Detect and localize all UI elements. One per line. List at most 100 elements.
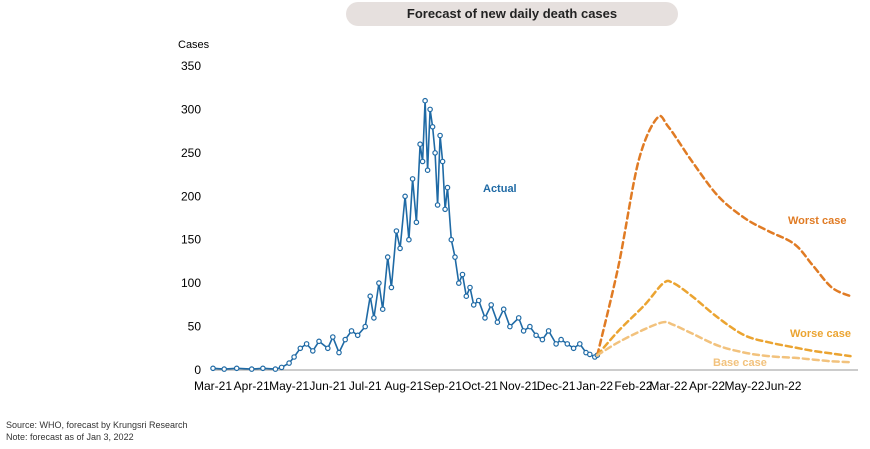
- data-point: [309, 348, 316, 354]
- x-tick-label: May-22: [724, 379, 764, 393]
- data-point: [444, 184, 451, 191]
- data-point: [533, 332, 539, 339]
- data-point: [570, 345, 577, 352]
- data-point: [419, 158, 426, 165]
- x-tick-label: May-21: [269, 379, 309, 393]
- data-point: [371, 315, 377, 321]
- data-point: [354, 332, 361, 339]
- data-point: [379, 306, 386, 313]
- source-note: Source: WHO, forecast by Krungsri Resear…: [6, 420, 188, 430]
- data-point: [500, 306, 507, 313]
- data-point: [406, 236, 412, 243]
- data-point: [475, 297, 482, 304]
- series-label: Actual: [483, 183, 517, 195]
- data-point: [221, 366, 228, 372]
- data-point: [429, 124, 436, 130]
- series-label: Worse case: [790, 328, 851, 340]
- x-tick-label: Apr-22: [689, 379, 725, 393]
- y-axis: Cases 0 50 100 150 200 250 300 350: [178, 39, 210, 377]
- x-tick-label: Apr-21: [234, 379, 270, 393]
- data-point: [397, 245, 403, 252]
- y-tick-label: 300: [181, 102, 201, 116]
- data-point: [348, 328, 355, 334]
- data-point: [316, 338, 322, 345]
- data-point: [455, 280, 462, 286]
- series-label: Base case: [713, 357, 767, 369]
- data-point: [432, 150, 438, 156]
- data-point: [467, 284, 473, 291]
- data-point: [470, 302, 477, 308]
- data-point: [362, 323, 369, 330]
- data-point: [388, 284, 395, 291]
- data-point: [507, 323, 513, 330]
- data-point: [248, 366, 255, 372]
- data-point: [402, 193, 408, 200]
- data-point: [448, 236, 455, 243]
- data-point: [515, 315, 522, 321]
- data-point: [558, 336, 564, 343]
- data-point: [452, 254, 458, 260]
- data-point: [417, 141, 423, 148]
- x-tick-label: Mar-21: [194, 379, 232, 393]
- data-point: [260, 365, 266, 372]
- series-line-2: [596, 279, 852, 358]
- x-tick-label: Jun-22: [765, 379, 802, 393]
- data-point: [324, 345, 331, 352]
- data-point: [272, 366, 279, 372]
- data-point: [545, 328, 552, 334]
- data-point: [434, 202, 441, 208]
- x-tick-label: Jan-22: [576, 379, 613, 393]
- y-tick-label: 150: [181, 233, 201, 247]
- y-tick-label: 100: [181, 276, 201, 290]
- data-point: [413, 219, 420, 226]
- data-point: [329, 334, 336, 340]
- x-tick-label: Sep-21: [423, 379, 462, 393]
- data-point: [384, 254, 391, 260]
- data-point: [539, 336, 546, 343]
- data-point: [233, 365, 240, 372]
- x-tick-label: Dec-21: [537, 379, 576, 393]
- data-point: [210, 365, 216, 372]
- data-point: [564, 341, 571, 347]
- data-point: [527, 323, 533, 330]
- y-tick-label: 50: [188, 320, 202, 334]
- y-axis-title: Cases: [178, 39, 210, 51]
- data-point: [576, 341, 583, 347]
- series-label: Worst case: [788, 215, 847, 227]
- data-point: [336, 349, 342, 356]
- chart-title: Forecast of new daily death cases: [346, 2, 678, 26]
- x-tick-label: Aug-21: [385, 379, 424, 393]
- x-tick-label: Jul-21: [349, 379, 382, 393]
- y-tick-label: 0: [194, 363, 201, 377]
- series-lines: [210, 97, 852, 372]
- series-line-0: [212, 100, 598, 370]
- data-point: [553, 341, 559, 347]
- data-point: [427, 106, 433, 113]
- data-point: [367, 293, 374, 300]
- data-point: [442, 206, 448, 213]
- data-point: [286, 360, 292, 366]
- data-point: [463, 293, 470, 300]
- series-line-3: [596, 320, 852, 364]
- series-labels: Actual Worst case Worse case Base case: [483, 183, 851, 369]
- x-tick-label: Mar-22: [649, 379, 687, 393]
- y-tick-label: 250: [181, 146, 201, 160]
- forecast-note: Note: forecast as of Jan 3, 2022: [6, 432, 134, 442]
- data-point: [409, 176, 416, 182]
- data-point: [488, 302, 495, 308]
- data-point: [422, 97, 428, 104]
- data-point: [586, 351, 593, 358]
- data-point: [482, 315, 488, 321]
- data-point: [342, 336, 349, 343]
- x-tick-label: Oct-21: [462, 379, 498, 393]
- data-point: [376, 280, 382, 286]
- data-point: [494, 319, 501, 326]
- y-tick-label: 350: [181, 59, 201, 73]
- x-tick-label: Nov-21: [499, 379, 538, 393]
- x-axis: Mar-21 Apr-21 May-21 Jun-21 Jul-21 Aug-21 Sep-…: [194, 369, 858, 393]
- data-point: [459, 271, 466, 278]
- data-point: [303, 341, 310, 347]
- data-point: [297, 345, 304, 352]
- data-point: [439, 158, 446, 165]
- y-tick-label: 200: [181, 189, 201, 203]
